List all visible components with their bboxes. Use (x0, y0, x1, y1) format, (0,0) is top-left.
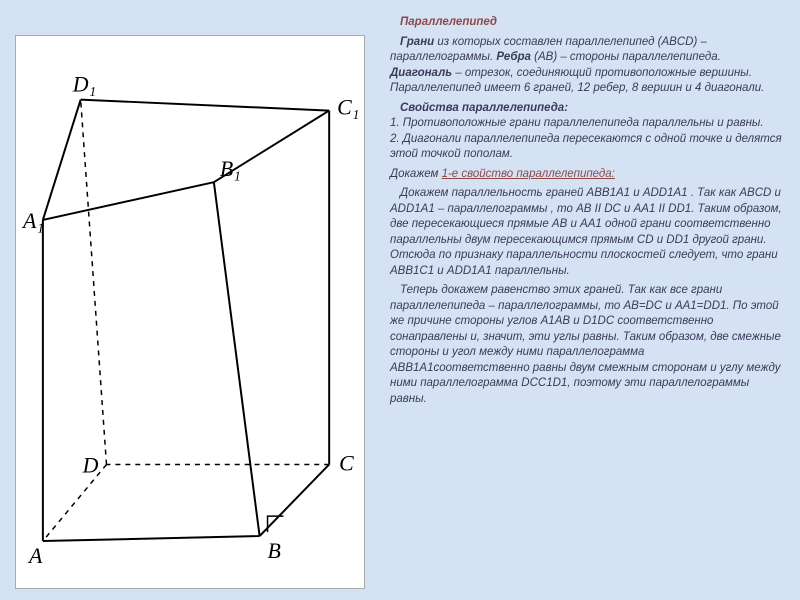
proof-p2: Теперь докажем равенство этих граней. Та… (390, 283, 785, 407)
svg-text:C₁: C₁ (337, 96, 359, 120)
proof-p1: Докажем параллельность граней ABB1A1 и A… (390, 186, 785, 279)
svg-text:A₁: A₁ (21, 209, 44, 233)
term-diagonal: Диагональ (390, 67, 452, 79)
para1-mid2: (AB) – стороны параллелепипеда. (531, 51, 721, 63)
figure-container: A B C D A₁ B₁ C₁ D₁ (15, 35, 365, 589)
parallelepiped-diagram: A B C D A₁ B₁ C₁ D₁ (21, 41, 359, 583)
proof-intro-under: 1-е свойство параллелепипеда: (442, 168, 615, 180)
svg-text:C: C (339, 451, 354, 475)
term-faces: Грани (400, 36, 434, 48)
svg-text:B: B (268, 539, 281, 563)
svg-text:A: A (27, 544, 43, 568)
slide: A B C D A₁ B₁ C₁ D₁ Параллелепипед Грани из кот… (0, 0, 800, 600)
title: Параллелепипед (400, 16, 497, 28)
svg-text:D₁: D₁ (72, 73, 96, 97)
svg-text:B₁: B₁ (220, 157, 241, 181)
text-column: Параллелепипед Грани из которых составле… (365, 15, 785, 411)
svg-text:D: D (82, 453, 99, 477)
properties-heading: Свойства параллелепипеда: (400, 102, 568, 114)
proof-intro-pre: Докажем (390, 168, 442, 180)
properties-list: 1. Противоположные грани параллелепипеда… (390, 117, 782, 160)
term-edges: Ребра (496, 51, 531, 63)
